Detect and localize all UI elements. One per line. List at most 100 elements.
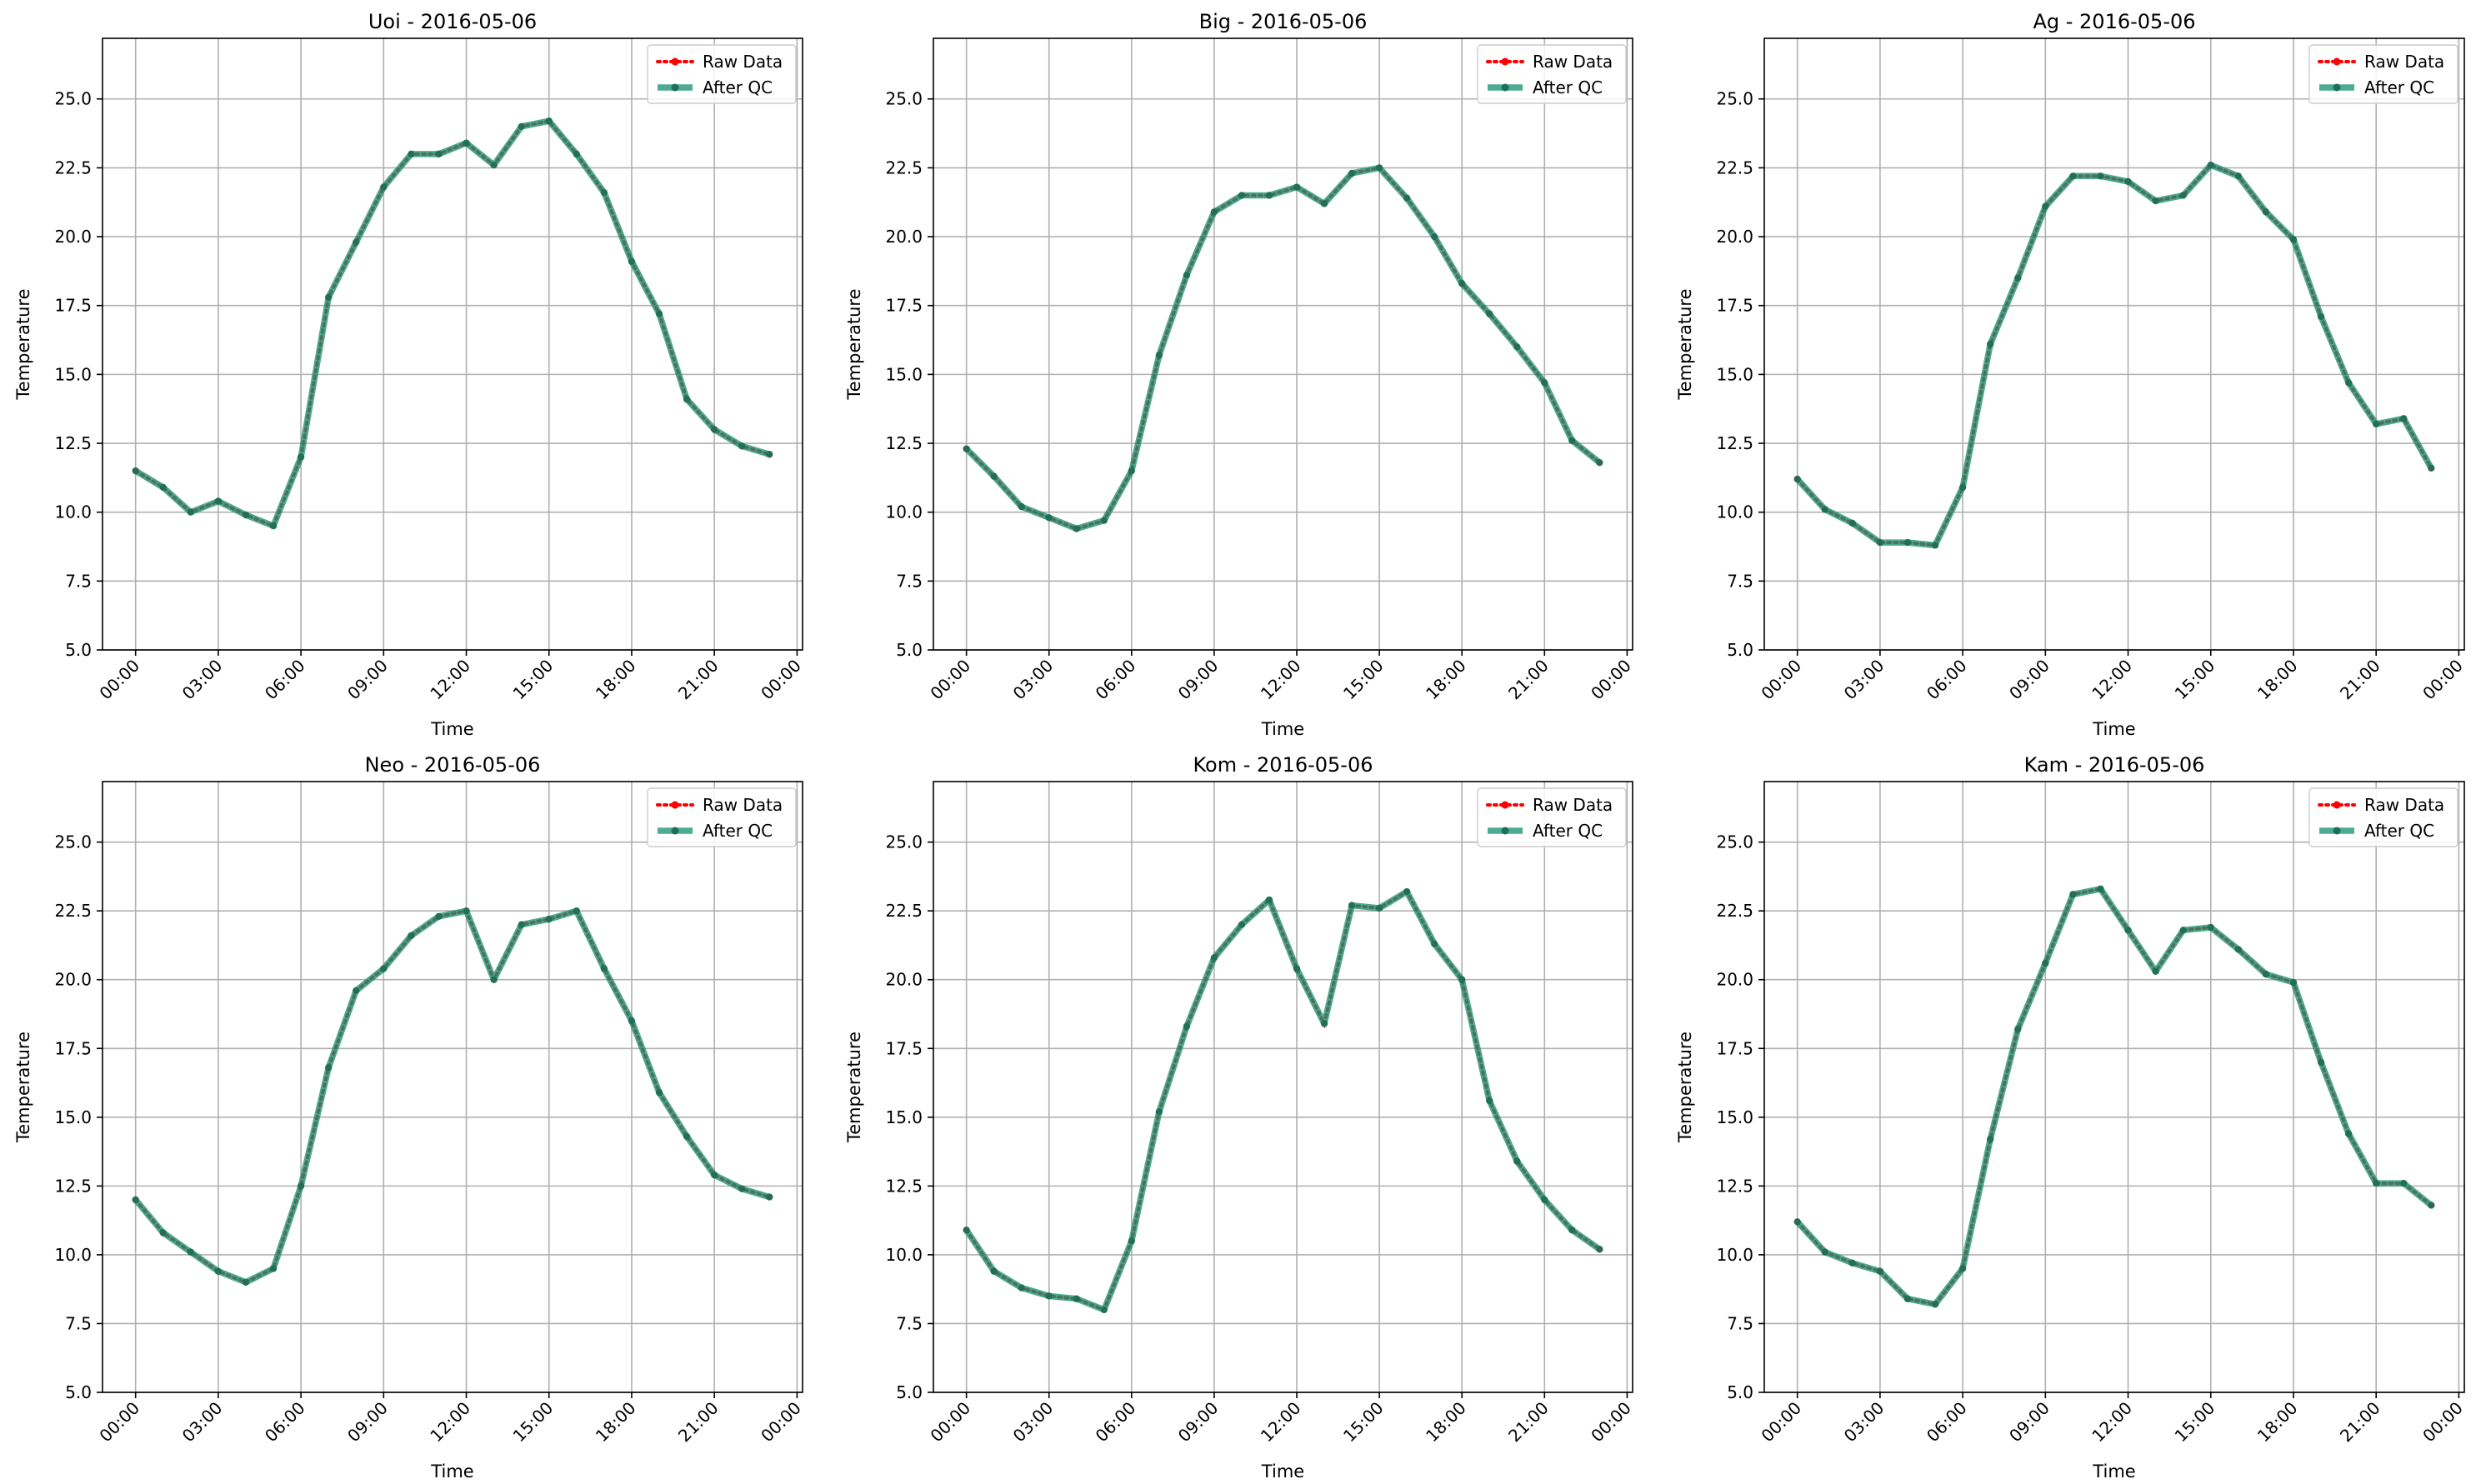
x-tick-label: 06:00 [261, 656, 309, 704]
x-tick-label: 09:00 [2005, 656, 2053, 704]
y-tick-label: 22.5 [885, 157, 923, 177]
x-tick-label: 21:00 [2336, 1398, 2384, 1447]
qc-data-point [269, 522, 278, 530]
qc-data-point [2428, 1202, 2435, 1209]
x-tick-label: 18:00 [1422, 656, 1470, 704]
qc-data-point [1876, 1267, 1884, 1275]
legend-qc-label: After QC [703, 821, 773, 841]
x-tick-label: 00:00 [926, 1398, 974, 1447]
x-tick-label: 00:00 [757, 1398, 805, 1447]
y-tick-label: 10.0 [885, 1245, 923, 1265]
qc-data-point [1375, 904, 1383, 912]
y-axis-label: Temperature [844, 288, 864, 400]
x-tick-label: 03:00 [1009, 1398, 1058, 1447]
qc-data-point [2207, 923, 2214, 932]
qc-data-point [2262, 970, 2270, 978]
x-tick-label: 03:00 [178, 656, 227, 704]
qc-data-point [1183, 272, 1191, 279]
y-tick-label: 25.0 [885, 89, 923, 109]
qc-data-point [214, 497, 223, 505]
qc-data-point [1375, 164, 1383, 172]
y-tick-label: 10.0 [885, 502, 923, 522]
qc-data-point [324, 1064, 333, 1072]
qc-data-point [1018, 1284, 1025, 1292]
x-axis-label: Time [2092, 1462, 2135, 1482]
y-tick-label: 22.5 [885, 901, 923, 921]
qc-data-point [2042, 202, 2049, 210]
chart-title: Uoi - 2016-05-06 [368, 10, 537, 33]
y-tick-label: 5.0 [1727, 1382, 1753, 1402]
qc-data-point [2372, 420, 2380, 428]
legend-raw-marker [671, 57, 679, 66]
x-tick-label: 03:00 [1840, 1398, 1888, 1447]
qc-data-point [1403, 887, 1411, 896]
legend: Raw Data After QC [1477, 44, 1627, 104]
qc-data-point [269, 1265, 278, 1272]
qc-data-point [380, 183, 388, 191]
qc-data-point [1265, 192, 1273, 199]
qc-data-point [1903, 538, 1912, 547]
x-axis-label: Time [1261, 1462, 1304, 1482]
y-tick-label: 25.0 [1716, 832, 1753, 852]
y-tick-label: 25.0 [54, 89, 92, 109]
y-tick-label: 22.5 [1716, 901, 1753, 921]
qc-data-point [1348, 169, 1356, 177]
y-tick-label: 25.0 [885, 832, 923, 852]
qc-data-point [1018, 502, 1025, 511]
x-axis-label: Time [430, 719, 473, 739]
qc-data-point [1128, 1237, 1136, 1245]
legend-qc-marker [671, 827, 679, 835]
y-tick-label: 22.5 [54, 901, 92, 921]
y-tick-label: 12.5 [54, 433, 92, 453]
qc-data-point [463, 907, 470, 915]
x-tick-label: 15:00 [2171, 656, 2219, 704]
qc-data-point [490, 161, 498, 169]
x-tick-label: 12:00 [426, 656, 474, 704]
qc-data-point [408, 932, 415, 940]
qc-data-point [628, 257, 636, 266]
y-tick-label: 20.0 [1716, 227, 1753, 247]
qc-data-point [2069, 891, 2077, 898]
y-tick-label: 17.5 [1716, 296, 1753, 316]
axes-frame [102, 781, 803, 1393]
y-tick-label: 12.5 [1716, 1176, 1753, 1196]
x-tick-label: 06:00 [1923, 1398, 1971, 1447]
qc-data-point [159, 483, 167, 492]
qc-data-point [242, 1278, 250, 1287]
qc-data-point [380, 965, 388, 972]
qc-data-point [628, 1017, 636, 1025]
qc-data-point [1513, 1157, 1521, 1165]
x-tick-label: 00:00 [1757, 1398, 1805, 1447]
qc-data-point [1568, 1226, 1576, 1234]
qc-data-point [1458, 976, 1466, 983]
y-tick-label: 15.0 [54, 1107, 92, 1127]
x-tick-label: 06:00 [1092, 1398, 1140, 1447]
qc-data-point [1931, 542, 1939, 549]
x-axis-label: Time [430, 1462, 473, 1482]
x-tick-label: 18:00 [1422, 1398, 1470, 1447]
qc-data-point [1821, 506, 1828, 513]
x-tick-label: 00:00 [757, 656, 805, 704]
axes-frame [1763, 781, 2465, 1393]
qc-data-point [1513, 343, 1521, 351]
y-tick-label: 7.5 [1727, 571, 1753, 591]
qc-data-point [1073, 525, 1080, 532]
series-raw-line [964, 889, 1602, 1312]
qc-data-point [463, 139, 470, 147]
qc-data-point [1265, 896, 1273, 904]
x-tick-label: 21:00 [674, 656, 723, 704]
x-axis-label: Time [2092, 719, 2135, 739]
x-tick-label: 06:00 [261, 1398, 309, 1447]
qc-data-point [766, 1193, 773, 1201]
legend-raw-marker [2333, 57, 2341, 66]
qc-data-point [1848, 1259, 1857, 1267]
chart-panel-2: 5.0 7.5 10.0 12.5 15.0 17.5 20.0 22.5 25.0 00:00 0… [1675, 10, 2467, 739]
qc-data-point [1238, 192, 1246, 199]
qc-data-point [2372, 1179, 2380, 1187]
qc-data-point [2317, 312, 2325, 321]
qc-data-point [1320, 1020, 1328, 1027]
legend: Raw Data After QC [647, 787, 797, 847]
x-tick-label: 00:00 [1757, 656, 1805, 704]
chart-title: Kam - 2016-05-06 [2024, 753, 2205, 777]
legend-raw-label: Raw Data [703, 795, 783, 815]
